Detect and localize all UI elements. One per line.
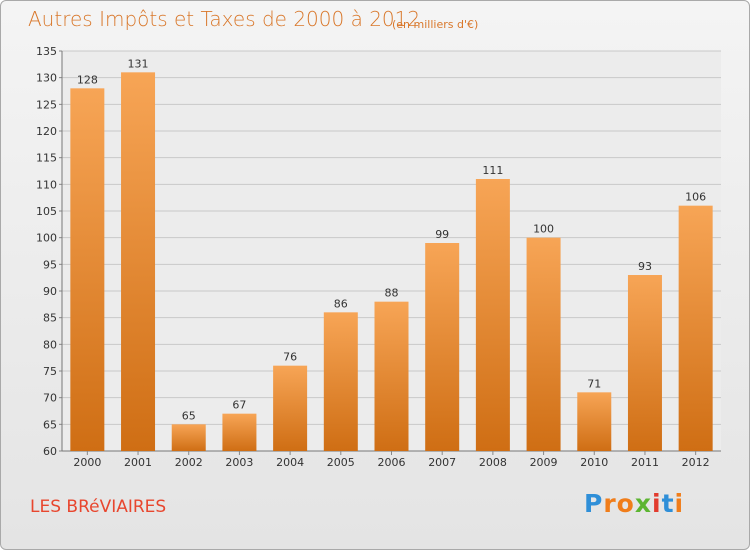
x-tick-label: 2000 [73, 456, 101, 469]
y-tick-label: 100 [36, 232, 57, 245]
data-label: 111 [482, 164, 503, 177]
data-label: 99 [435, 228, 449, 241]
chart-title: Autres Impôts et Taxes de 2000 à 2012 [28, 7, 421, 31]
data-label: 88 [385, 287, 399, 300]
brand-letter: i [652, 489, 662, 518]
y-tick-label: 75 [43, 365, 57, 378]
bar [70, 88, 105, 451]
chart-subtitle: (en milliers d'€) [392, 18, 479, 31]
bar [374, 301, 409, 451]
data-label: 71 [587, 377, 601, 390]
bar [425, 243, 460, 451]
y-tick-label: 110 [36, 178, 57, 191]
data-label: 65 [182, 409, 196, 422]
data-label: 100 [533, 223, 554, 236]
y-tick-label: 125 [36, 98, 57, 111]
data-label: 86 [334, 297, 348, 310]
bar [171, 424, 206, 451]
brand-letter: P [584, 489, 604, 518]
y-tick-label: 85 [43, 312, 57, 325]
x-tick-label: 2009 [530, 456, 558, 469]
y-tick-label: 135 [36, 45, 57, 58]
bar [121, 72, 156, 451]
bar [627, 275, 662, 451]
y-tick-label: 80 [43, 338, 57, 351]
proxiti-logo: Proxiti [584, 489, 684, 518]
y-tick-label: 105 [36, 205, 57, 218]
brand-letter: x [634, 489, 652, 518]
x-tick-label: 2002 [175, 456, 203, 469]
brand-letter: o [616, 489, 635, 518]
brand-letter: i [674, 489, 685, 518]
bar [577, 392, 612, 451]
x-tick-label: 2003 [225, 456, 253, 469]
y-tick-label: 65 [43, 418, 57, 431]
x-tick-label: 2005 [327, 456, 355, 469]
x-tick-label: 2008 [479, 456, 507, 469]
data-label: 128 [77, 73, 98, 86]
x-tick-label: 2006 [378, 456, 406, 469]
bar [526, 237, 561, 451]
y-tick-label: 95 [43, 258, 57, 271]
y-tick-label: 90 [43, 285, 57, 298]
x-tick-label: 2007 [428, 456, 456, 469]
bars [70, 72, 713, 451]
bar [273, 365, 308, 451]
x-tick-label: 2004 [276, 456, 304, 469]
data-label: 131 [128, 57, 149, 70]
y-tick-label: 115 [36, 152, 57, 165]
x-tick-label: 2012 [682, 456, 710, 469]
data-label: 67 [232, 399, 246, 412]
x-tick-label: 2010 [580, 456, 608, 469]
brand-letter: r [603, 489, 617, 518]
bar [323, 312, 358, 451]
y-tick-label: 60 [43, 445, 57, 458]
bar [222, 413, 257, 451]
brand-letter: t [661, 489, 675, 518]
x-tick-label: 2011 [631, 456, 659, 469]
data-labels: 128 131 65 67 76 86 88 99 111 100 71 93 106 [77, 57, 706, 422]
x-tick-label: 2001 [124, 456, 152, 469]
data-label: 93 [638, 260, 652, 273]
data-label: 76 [283, 351, 297, 364]
bar [475, 179, 510, 451]
y-tick-label: 120 [36, 125, 57, 138]
y-tick-label: 70 [43, 392, 57, 405]
data-label: 106 [685, 191, 706, 204]
y-tick-label: 130 [36, 72, 57, 85]
commune-name: LES BRéVIAIRES [30, 497, 167, 517]
bar [678, 205, 713, 451]
